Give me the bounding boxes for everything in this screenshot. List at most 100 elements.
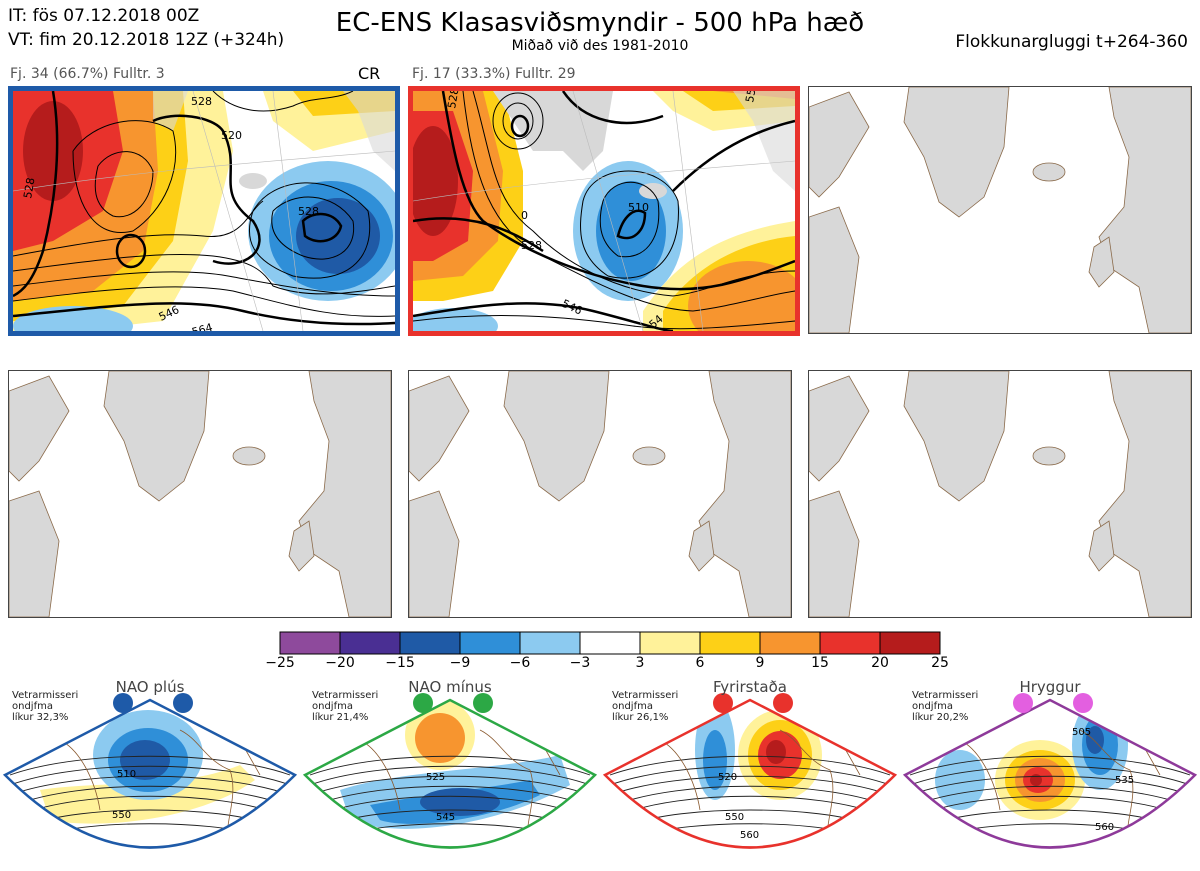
anomaly-negative xyxy=(420,788,500,816)
greenland-land xyxy=(503,371,610,502)
colorbar-box xyxy=(459,631,521,655)
colorbar-tick: 20 xyxy=(871,655,889,671)
regime-contour-label: 525 xyxy=(426,772,445,783)
regime-contour-label: 535 xyxy=(1115,775,1134,786)
colorbar xyxy=(279,631,941,655)
regime-contour-label: 550 xyxy=(725,812,744,823)
regime-marker-dot xyxy=(773,693,793,713)
colorbar-tick: 25 xyxy=(931,655,949,671)
colorbar-box xyxy=(879,631,941,655)
contour-label: 552 xyxy=(743,91,759,104)
colorbar-tick: −9 xyxy=(449,655,471,671)
british-isles-land xyxy=(1088,236,1115,288)
regime-title: NAO mínus xyxy=(408,678,492,696)
canada-land xyxy=(9,490,60,617)
british-isles-land xyxy=(688,520,715,572)
iceland-land xyxy=(232,446,266,466)
canada-land xyxy=(409,490,460,617)
contour-label: 564 xyxy=(190,321,214,331)
regime-contour-label: 550 xyxy=(112,810,131,821)
colorbar-tick: 9 xyxy=(755,655,765,671)
colorbar-tick: −20 xyxy=(325,655,355,671)
contour-label: 528 xyxy=(298,205,319,218)
colorbar-box xyxy=(819,631,881,655)
colorbar-tick: 6 xyxy=(695,655,705,671)
regime-note: Vetrarmisseri ondjfma líkur 21,4% xyxy=(312,690,378,723)
regime-note-line: líkur 21,4% xyxy=(312,712,369,723)
page-subtitle: Miðað við des 1981-2010 xyxy=(511,38,689,54)
empty-map-3 xyxy=(408,370,792,618)
europe-land xyxy=(698,371,791,617)
regime-sector-outline xyxy=(602,698,898,849)
anomaly-positive xyxy=(1030,774,1042,786)
regime-note: Vetrarmisseri ondjfma líkur 20,2% xyxy=(912,690,978,723)
regime-contour-label: 560 xyxy=(740,830,759,841)
cluster-2-caption: Fj. 17 (33.3%) Fulltr. 29 xyxy=(412,66,576,82)
contour-label: 520 xyxy=(221,129,242,142)
regime-marker-dot xyxy=(1013,693,1033,713)
regime-marker-dot xyxy=(113,693,133,713)
cluster-1-caption: Fj. 34 (66.7%) Fulltr. 3 xyxy=(10,66,165,82)
colorbar-box xyxy=(279,631,341,655)
contour-label: 528 xyxy=(521,239,542,252)
regime-title: Hryggur xyxy=(1019,678,1081,696)
regime-contour-label: 565 xyxy=(450,850,469,861)
contour-label: 528 xyxy=(21,177,37,200)
initial-time: IT: fös 07.12.2018 00Z xyxy=(8,6,200,26)
anomaly-positive xyxy=(415,713,465,763)
empty-map-4 xyxy=(808,370,1192,618)
regime-note-line: Vetrarmisseri xyxy=(12,690,79,701)
regime-sector-outline xyxy=(902,698,1198,849)
regime-contour-label: 510 xyxy=(117,769,136,780)
empty-map-2 xyxy=(8,370,392,618)
regime-note-line: ondjfma xyxy=(312,701,353,712)
regime-note-line: Vetrarmisseri xyxy=(912,690,979,701)
colorbar-box xyxy=(699,631,761,655)
contour-label: 0 xyxy=(521,209,528,222)
regime-note-line: ondjfma xyxy=(12,701,53,712)
anomaly-negative xyxy=(1086,726,1104,754)
regime-note-line: líkur 32,3% xyxy=(12,712,69,723)
colorbar-tick: −3 xyxy=(569,655,591,671)
regime-contour-label: 520 xyxy=(718,772,737,783)
colorbar-tick: −15 xyxy=(385,655,415,671)
colorbar-box xyxy=(579,631,641,655)
arctic-islands-land xyxy=(409,375,470,482)
british-isles-land xyxy=(288,520,315,572)
regime-sector-outline xyxy=(302,698,598,849)
iceland-land xyxy=(632,446,666,466)
contour-label: 528 xyxy=(191,95,212,108)
valid-time: VT: fim 20.12.2018 12Z (+324h) xyxy=(8,30,285,50)
empty-map-1 xyxy=(808,86,1192,334)
anomaly-negative xyxy=(120,740,170,780)
regime-marker-dot xyxy=(173,693,193,713)
greenland-land xyxy=(903,371,1010,502)
regime-marker-dot xyxy=(473,693,493,713)
arctic-islands-land xyxy=(9,375,70,482)
regime-contour-label: 545 xyxy=(436,812,455,823)
clustering-window: Flokkunargluggi t+264-360 xyxy=(955,32,1188,52)
regime-marker-dot xyxy=(413,693,433,713)
colorbar-tick: −25 xyxy=(265,655,295,671)
regime-map-2: 525 545 565 NAO mínus Vetrarmisseri ondjfma lí… xyxy=(300,678,600,871)
europe-land xyxy=(1098,371,1191,617)
regime-note-line: líkur 20,2% xyxy=(912,712,969,723)
canada-land xyxy=(809,490,860,617)
anomaly-positive xyxy=(766,740,786,764)
cluster-1-tag: CR xyxy=(358,64,381,83)
anomaly-negative xyxy=(1015,851,1045,861)
regime-note-line: ondjfma xyxy=(612,701,653,712)
iceland-land xyxy=(1032,162,1066,182)
regime-note: Vetrarmisseri ondjfma líkur 26,1% xyxy=(612,690,678,723)
cluster-map-2: 528 510 528 546 552 0 54 xyxy=(408,86,800,336)
arctic-islands-land xyxy=(809,375,870,482)
colorbar-box xyxy=(339,631,401,655)
canada-land xyxy=(809,206,860,333)
contour-label: 510 xyxy=(628,201,649,214)
colorbar-tick: −6 xyxy=(509,655,531,671)
regime-sector-outline xyxy=(2,698,298,849)
anomaly-negative xyxy=(703,730,727,790)
regime-title: NAO plús xyxy=(115,678,185,696)
colorbar-tick: 15 xyxy=(811,655,829,671)
regime-contour-label: 560 xyxy=(1095,822,1114,833)
